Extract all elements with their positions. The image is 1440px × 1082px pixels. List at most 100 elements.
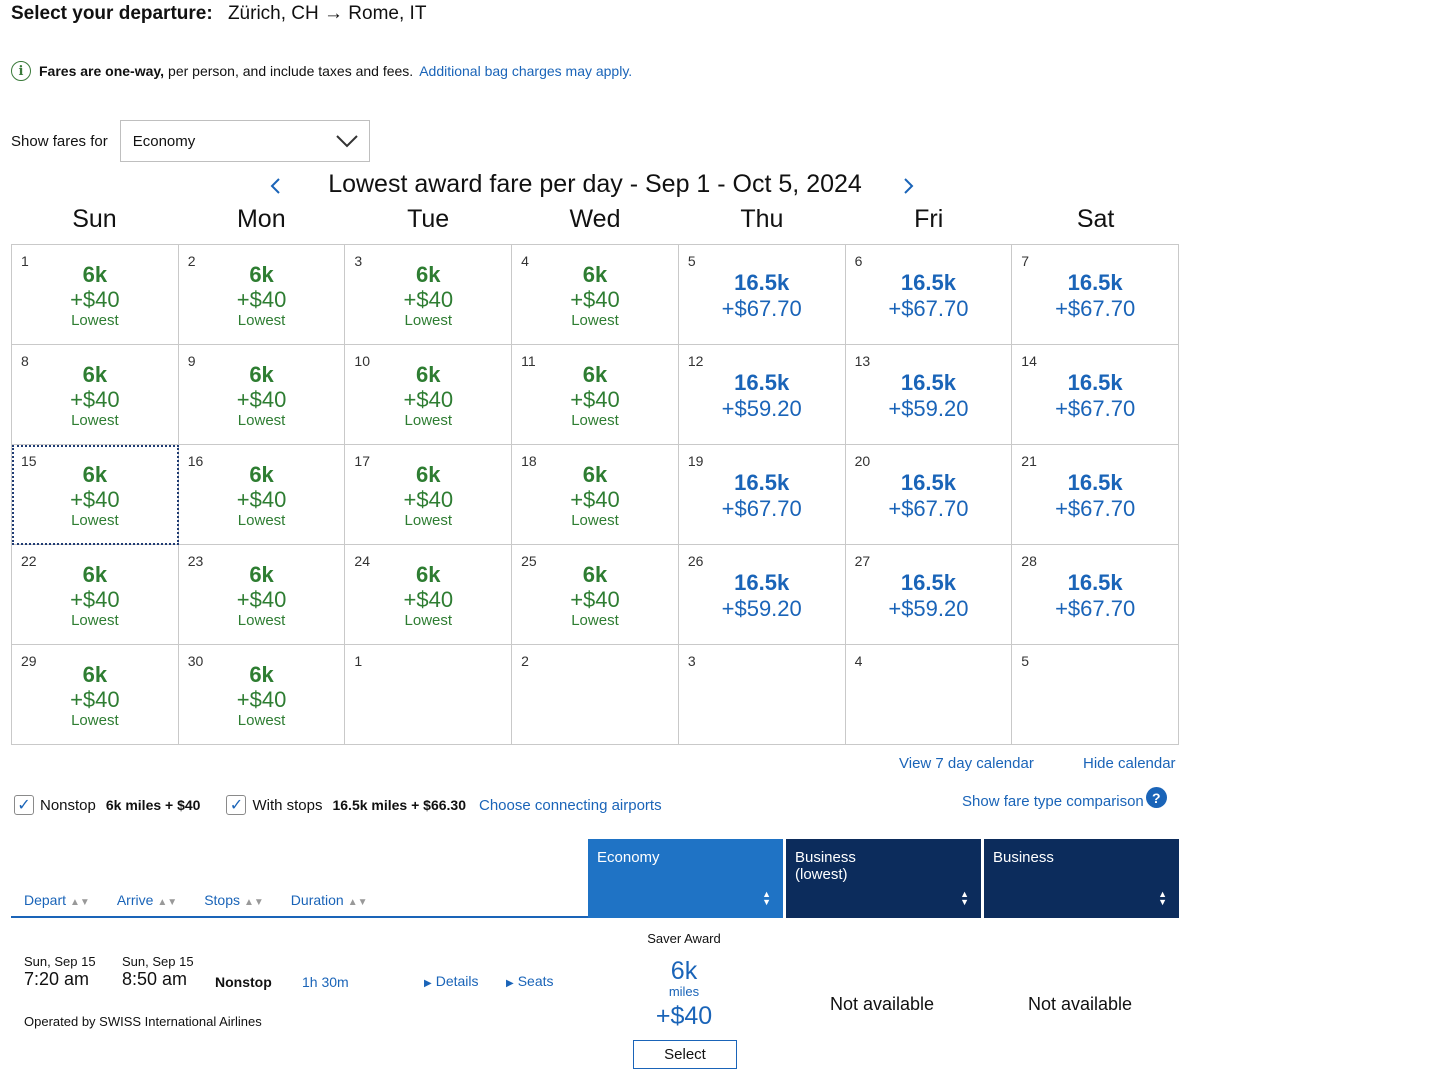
lowest-badge: Lowest <box>237 612 286 629</box>
select-fare-button[interactable]: Select <box>633 1040 737 1069</box>
cabin-header-business-lowest[interactable]: Business (lowest) ▲ ▼ <box>786 839 981 918</box>
day-number: 15 <box>21 453 37 469</box>
day-number: 3 <box>687 653 696 669</box>
day-number: 21 <box>1021 453 1037 469</box>
lowest-badge: Lowest <box>71 512 119 529</box>
fare-miles: 6k <box>82 262 108 287</box>
day-number: 22 <box>21 553 37 569</box>
hide-calendar-link[interactable]: Hide calendar <box>1083 755 1176 772</box>
lowest-badge: Lowest <box>571 312 619 329</box>
fare-price: +$40 <box>236 687 287 712</box>
calendar-day-cell[interactable]: 8 6k +$40 Lowest <box>12 345 179 445</box>
bag-charges-link[interactable]: Additional bag charges may apply. <box>419 63 633 79</box>
dow-label: Sun <box>72 205 117 233</box>
calendar-day-cell[interactable]: 5 16.5k +$67.70 <box>678 245 846 345</box>
next-month-button[interactable] <box>902 172 916 203</box>
calendar-day-cell: 3 <box>678 645 846 745</box>
calendar-day-cell[interactable]: 6 16.5k +$67.70 <box>845 245 1013 345</box>
cabin-header-economy[interactable]: Economy ▲ ▼ <box>588 839 783 918</box>
calendar-day-cell[interactable]: 24 6k +$40 Lowest <box>345 545 513 645</box>
calendar-day-cell[interactable]: 1 6k +$40 Lowest <box>12 245 179 345</box>
calendar-day-cell[interactable]: 22 6k +$40 Lowest <box>12 545 179 645</box>
calendar-day-cell[interactable]: 9 6k +$40 Lowest <box>178 345 346 445</box>
fare-miles: 6k <box>416 462 441 487</box>
fare-miles: 6k <box>416 362 441 387</box>
day-number: 24 <box>354 553 370 569</box>
nonstop-checkbox[interactable]: ✓ <box>14 795 34 815</box>
sort-stops[interactable]: Stops ▲▼ <box>204 892 264 908</box>
lowest-badge: Lowest <box>404 512 453 529</box>
calendar-day-cell[interactable]: 16 6k +$40 Lowest <box>178 445 346 545</box>
calendar-day-cell[interactable]: 19 16.5k +$67.70 <box>678 445 846 545</box>
fare-comparison[interactable]: Show fare type comparison ? <box>962 787 1167 810</box>
calendar-day-cell[interactable]: 11 6k +$40 Lowest <box>512 345 679 445</box>
calendar-day-cell[interactable]: 12 16.5k +$59.20 <box>678 345 846 445</box>
sort-duration[interactable]: Duration ▲▼ <box>291 892 368 908</box>
sort-arrows-icon: ▲▼ <box>960 889 969 907</box>
day-number: 9 <box>187 353 196 369</box>
fare-price: +$40 <box>70 587 120 612</box>
day-number: 14 <box>1021 353 1037 369</box>
view-7-day-calendar-link[interactable]: View 7 day calendar <box>899 755 1034 772</box>
fare-price: +$40 <box>70 287 120 312</box>
cabin-header-business[interactable]: Business ▲ ▼ <box>984 839 1179 918</box>
calendar-day-cell[interactable]: 3 6k +$40 Lowest <box>345 245 513 345</box>
calendar-day-cell[interactable]: 21 16.5k +$67.70 <box>1012 445 1179 545</box>
calendar-day-cell[interactable]: 7 16.5k +$67.70 <box>1012 245 1179 345</box>
day-number: 12 <box>687 353 704 369</box>
calendar-day-cell[interactable]: 27 16.5k +$59.20 <box>845 545 1013 645</box>
cabin-header-label: Business <box>993 849 1054 866</box>
day-number: 3 <box>354 253 363 269</box>
lowest-badge: Lowest <box>71 412 119 429</box>
sort-depart-label: Depart <box>24 892 67 908</box>
calendar-day-cell[interactable]: 4 6k +$40 Lowest <box>512 245 679 345</box>
calendar-day-cell[interactable]: 29 6k +$40 Lowest <box>12 645 179 745</box>
day-number: 29 <box>21 653 37 669</box>
calendar-title: Lowest award fare per day - Sep 1 - Oct … <box>328 170 862 198</box>
calendar-day-cell[interactable]: 15 6k +$40 Lowest <box>12 445 179 545</box>
day-number: 1 <box>21 253 29 269</box>
duration-link[interactable]: 1h 30m <box>302 974 349 990</box>
fare-miles: 6k <box>416 562 441 587</box>
lowest-badge: Lowest <box>404 312 453 329</box>
arrive-info: Sun, Sep 15 8:50 am <box>122 954 194 990</box>
calendar-day-cell[interactable]: 14 16.5k +$67.70 <box>1012 345 1179 445</box>
fare-comparison-link[interactable]: Show fare type comparison <box>962 793 1144 810</box>
calendar-day-cell[interactable]: 20 16.5k +$67.70 <box>845 445 1013 545</box>
fare-price: +$67.70 <box>721 496 802 521</box>
connecting-airports-link[interactable]: Choose connecting airports <box>478 796 662 814</box>
calendar-day-cell[interactable]: 25 6k +$40 Lowest <box>512 545 679 645</box>
with-stops-checkbox[interactable]: ✓ <box>226 795 247 815</box>
fare-price: +$40 <box>403 287 454 312</box>
day-number: 25 <box>521 553 537 569</box>
calendar-day-cell[interactable]: 30 6k +$40 Lowest <box>178 645 346 745</box>
lowest-badge: Lowest <box>237 312 286 329</box>
help-icon[interactable]: ? <box>1145 787 1167 808</box>
calendar-day-cell[interactable]: 23 6k +$40 Lowest <box>178 545 346 645</box>
sort-arrive[interactable]: Arrive ▲▼ <box>117 892 177 908</box>
calendar-day-cell[interactable]: 2 6k +$40 Lowest <box>178 245 346 345</box>
sort-depart[interactable]: Depart ▲▼ <box>24 892 90 908</box>
caret-right-icon: ▶ <box>506 978 514 989</box>
calendar-day-cell[interactable]: 13 16.5k +$59.20 <box>845 345 1013 445</box>
cabin-select-value: Economy <box>132 132 196 150</box>
calendar-day-cell[interactable]: 26 16.5k +$59.20 <box>678 545 846 645</box>
calendar-day-cell[interactable]: 17 6k +$40 Lowest <box>345 445 513 545</box>
prev-month-button[interactable] <box>268 172 282 203</box>
lowest-badge: Lowest <box>237 712 286 729</box>
seats-toggle[interactable]: ▶ Seats <box>506 973 554 989</box>
day-number: 5 <box>687 253 696 269</box>
fare-info: i Fares are one-way, per person, and inc… <box>11 61 632 81</box>
day-number: 4 <box>854 653 863 669</box>
fare-price: +$40 <box>403 487 454 512</box>
stop-filters: ✓ Nonstop 6k miles + $40 ✓ With stops 16… <box>14 795 662 815</box>
calendar-day-cell[interactable]: 10 6k +$40 Lowest <box>345 345 513 445</box>
fare-price: +$59.20 <box>888 596 969 621</box>
details-toggle[interactable]: ▶ Details <box>424 973 479 989</box>
calendar-day-cell[interactable]: 18 6k +$40 Lowest <box>512 445 679 545</box>
cabin-select[interactable]: Economy <box>119 120 370 162</box>
fare-price: +$40 <box>570 487 620 512</box>
chevron-left-icon <box>270 178 280 194</box>
fare-filter-label: Show fares for <box>11 132 108 150</box>
calendar-day-cell[interactable]: 28 16.5k +$67.70 <box>1012 545 1179 645</box>
